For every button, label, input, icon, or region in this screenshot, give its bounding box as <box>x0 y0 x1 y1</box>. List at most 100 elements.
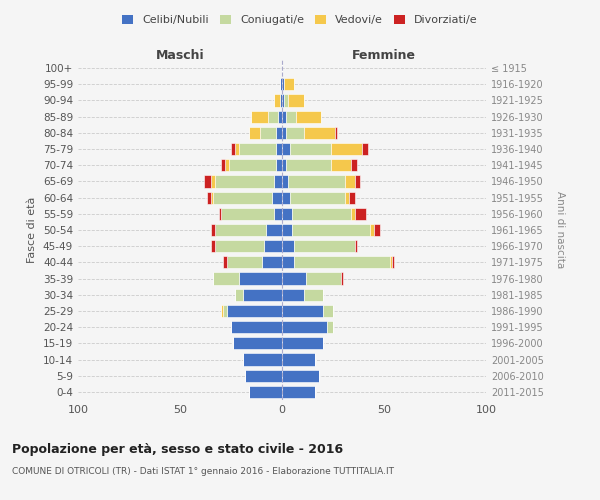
Bar <box>215 240 263 252</box>
Bar <box>292 224 370 236</box>
Bar <box>282 338 323 349</box>
Bar <box>374 224 380 236</box>
Bar <box>282 240 294 252</box>
Bar <box>235 143 239 155</box>
Bar <box>282 321 327 333</box>
Bar <box>278 110 282 122</box>
Bar <box>274 176 282 188</box>
Bar <box>286 110 296 122</box>
Bar <box>292 208 352 220</box>
Bar <box>284 78 294 90</box>
Bar <box>390 256 392 268</box>
Bar <box>282 94 284 106</box>
Bar <box>211 240 215 252</box>
Bar <box>212 272 239 284</box>
Bar <box>331 143 362 155</box>
Bar <box>286 127 304 139</box>
Bar <box>294 256 390 268</box>
Bar <box>211 224 215 236</box>
Bar <box>233 338 282 349</box>
Bar <box>276 159 282 172</box>
Legend: Celibi/Nubili, Coniugati/e, Vedovi/e, Divorziati/e: Celibi/Nubili, Coniugati/e, Vedovi/e, Di… <box>118 10 482 30</box>
Bar <box>223 256 227 268</box>
Bar <box>223 305 227 317</box>
Bar <box>282 110 286 122</box>
Bar <box>268 110 278 122</box>
Bar <box>227 256 262 268</box>
Bar <box>304 288 323 301</box>
Bar <box>262 256 282 268</box>
Bar <box>219 208 221 220</box>
Bar <box>355 176 359 188</box>
Bar <box>355 208 365 220</box>
Bar <box>294 240 355 252</box>
Text: COMUNE DI OTRICOLI (TR) - Dati ISTAT 1° gennaio 2016 - Elaborazione TUTTITALIA.I: COMUNE DI OTRICOLI (TR) - Dati ISTAT 1° … <box>12 468 394 476</box>
Bar <box>215 224 266 236</box>
Bar <box>282 176 288 188</box>
Bar <box>205 176 211 188</box>
Bar <box>280 78 282 90</box>
Bar <box>235 288 243 301</box>
Bar <box>288 94 304 106</box>
Bar <box>282 159 286 172</box>
Bar <box>352 208 355 220</box>
Bar <box>349 192 355 203</box>
Bar <box>282 370 319 382</box>
Bar <box>307 272 341 284</box>
Bar <box>282 305 323 317</box>
Text: Popolazione per età, sesso e stato civile - 2016: Popolazione per età, sesso e stato civil… <box>12 442 343 456</box>
Bar <box>392 256 394 268</box>
Bar <box>250 127 260 139</box>
Bar <box>335 127 337 139</box>
Bar <box>274 208 282 220</box>
Bar <box>282 386 314 398</box>
Bar <box>352 159 358 172</box>
Bar <box>211 176 215 188</box>
Bar <box>284 94 288 106</box>
Bar <box>239 272 282 284</box>
Bar <box>304 127 335 139</box>
Bar <box>327 321 333 333</box>
Bar <box>227 305 282 317</box>
Bar <box>323 305 333 317</box>
Bar <box>221 305 223 317</box>
Bar <box>215 176 274 188</box>
Y-axis label: Fasce di età: Fasce di età <box>28 197 37 263</box>
Bar <box>221 208 274 220</box>
Bar <box>245 370 282 382</box>
Bar <box>345 176 355 188</box>
Bar <box>355 240 358 252</box>
Bar <box>282 192 290 203</box>
Bar <box>331 159 352 172</box>
Bar <box>206 192 211 203</box>
Bar <box>276 143 282 155</box>
Bar <box>231 143 235 155</box>
Bar <box>282 208 292 220</box>
Bar <box>274 94 280 106</box>
Bar <box>260 127 276 139</box>
Bar <box>221 159 225 172</box>
Bar <box>280 94 282 106</box>
Text: Maschi: Maschi <box>155 48 205 62</box>
Bar <box>229 159 276 172</box>
Bar <box>272 192 282 203</box>
Bar <box>243 354 282 366</box>
Y-axis label: Anni di nascita: Anni di nascita <box>555 192 565 268</box>
Bar <box>250 386 282 398</box>
Bar <box>276 127 282 139</box>
Bar <box>263 240 282 252</box>
Bar <box>282 288 304 301</box>
Text: Femmine: Femmine <box>352 48 416 62</box>
Bar <box>251 110 268 122</box>
Bar <box>243 288 282 301</box>
Bar <box>370 224 374 236</box>
Bar <box>282 127 286 139</box>
Bar <box>345 192 349 203</box>
Bar <box>225 159 229 172</box>
Bar <box>296 110 321 122</box>
Bar <box>282 78 284 90</box>
Bar <box>362 143 368 155</box>
Bar <box>290 192 345 203</box>
Bar <box>266 224 282 236</box>
Bar <box>282 256 294 268</box>
